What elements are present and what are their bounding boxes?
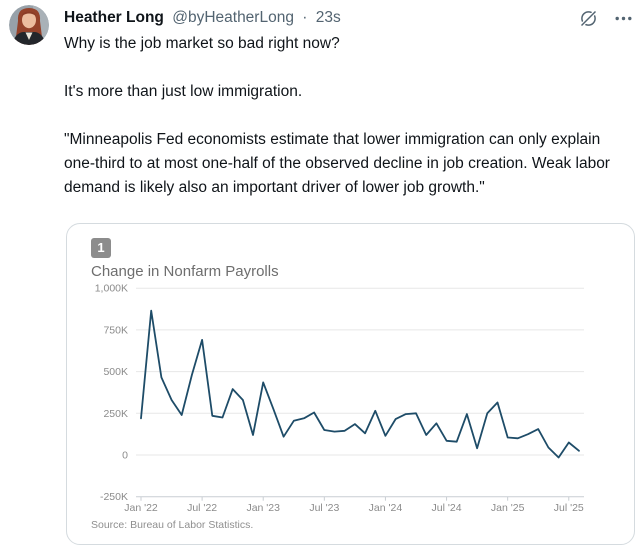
header-separator: · [302, 9, 308, 26]
avatar[interactable] [9, 5, 49, 45]
tweet-paragraph-2: It's more than just low immigration. [64, 83, 303, 100]
svg-text:Jan '24: Jan '24 [369, 502, 403, 514]
tweet-header: Heather Long @byHeatherLong · 23s [64, 9, 574, 27]
svg-text:750K: 750K [103, 324, 128, 336]
chart-title: Change in Nonfarm Payrolls [91, 263, 279, 280]
header-actions [579, 9, 633, 28]
author-handle[interactable]: @byHeatherLong [172, 9, 294, 26]
svg-text:Jan '25: Jan '25 [491, 502, 525, 514]
svg-text:0: 0 [122, 450, 128, 462]
svg-text:1,000K: 1,000K [95, 283, 128, 295]
svg-text:Jul '22: Jul '22 [187, 502, 217, 514]
svg-text:Jan '22: Jan '22 [124, 502, 158, 514]
svg-text:Jul '23: Jul '23 [309, 502, 339, 514]
avatar-image [9, 5, 49, 45]
grok-actions-icon[interactable] [579, 9, 598, 28]
svg-text:250K: 250K [103, 408, 128, 420]
tweet-text: Why is the job market so bad right now? … [64, 32, 629, 224]
timestamp[interactable]: 23s [315, 9, 341, 26]
svg-text:500K: 500K [103, 366, 128, 378]
author-name[interactable]: Heather Long [64, 9, 164, 26]
svg-text:Jul '25: Jul '25 [554, 502, 584, 514]
svg-text:-250K: -250K [100, 491, 128, 503]
tweet-paragraph-3: "Minneapolis Fed economists estimate tha… [64, 131, 610, 196]
chart-attachment-card[interactable]: 1,000K 750K 500K 250K 0 -250K Jan '22 Jul '22 Ja… [66, 223, 635, 545]
svg-text:Jul '24: Jul '24 [432, 502, 462, 514]
svg-text:Jan '23: Jan '23 [246, 502, 280, 514]
chart-source: Source: Bureau of Labor Statistics. [91, 519, 254, 531]
more-options-icon[interactable] [614, 9, 633, 28]
attachment-index-badge: 1 [91, 238, 111, 258]
tweet-paragraph-1: Why is the job market so bad right now? [64, 35, 340, 52]
